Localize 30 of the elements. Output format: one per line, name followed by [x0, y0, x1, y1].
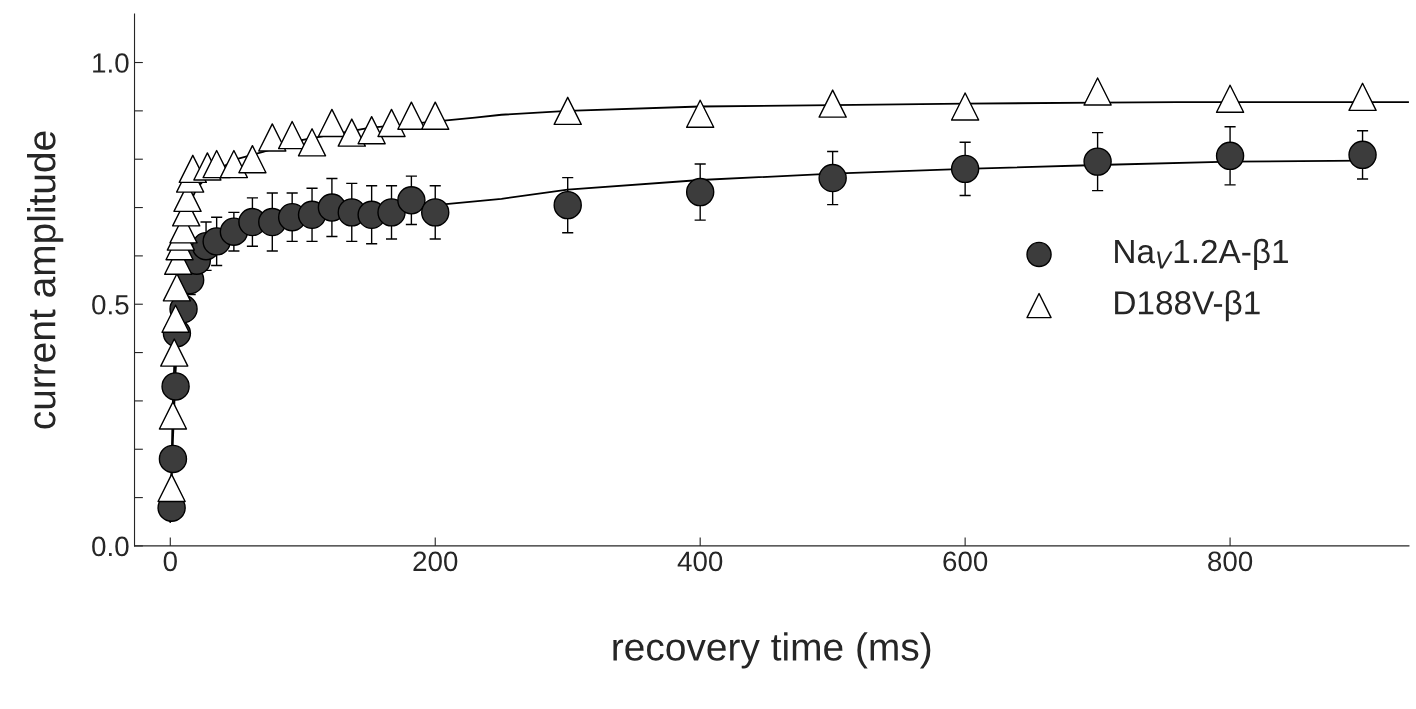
x-tick-label: 600 [943, 551, 988, 572]
point [950, 154, 980, 184]
point [158, 401, 188, 430]
point [377, 198, 406, 227]
point [1083, 77, 1112, 106]
y-tick-label: 0.5 [92, 294, 129, 315]
x-tick-label: 800 [1208, 551, 1253, 572]
point [161, 372, 190, 401]
point [162, 273, 192, 302]
point [1215, 141, 1245, 171]
point [160, 338, 189, 367]
x-axis-title: recovery time (ms) [613, 632, 931, 669]
point [553, 190, 582, 220]
y-tick-label: 1.0 [93, 53, 129, 73]
x-tick-label: 200 [413, 551, 458, 572]
point [421, 198, 450, 227]
legend-label: Na$_{V}$1.2A-β1 [1115, 238, 1288, 270]
y-tick-label: 0.0 [92, 536, 129, 557]
x-tick-label: 400 [677, 551, 723, 572]
point [158, 444, 188, 474]
point [818, 163, 847, 193]
point [685, 177, 715, 207]
point [161, 304, 190, 333]
point [1083, 147, 1112, 176]
point [157, 473, 186, 503]
legend-label: D188V-β1 [1115, 290, 1260, 322]
x-tick-label: 0 [163, 551, 177, 572]
point [1348, 140, 1377, 170]
y-axis-title: current amplitude [27, 131, 64, 429]
point [397, 186, 426, 215]
